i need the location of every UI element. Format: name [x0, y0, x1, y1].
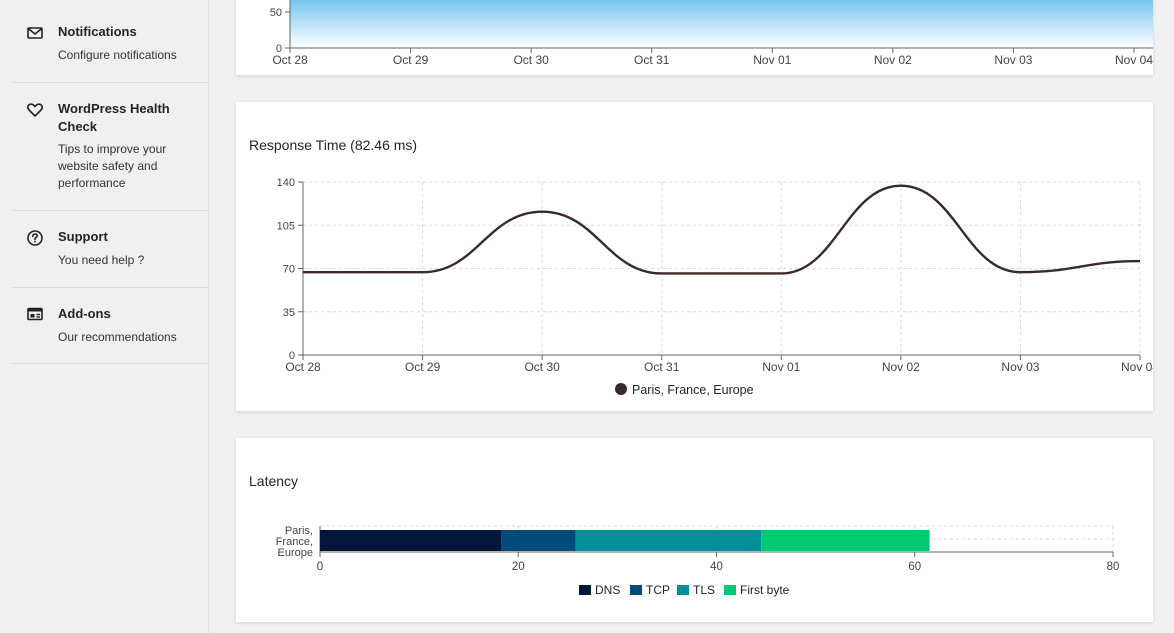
y-tick-label: 140 — [277, 177, 295, 189]
y-tick-label: 0 — [276, 43, 282, 55]
uptime-area-chart: 50 0 Oct 28 Oct 29 Oct 30 Oct 31 Nov 01 Nov 02… — [270, 0, 1153, 67]
sidebar-item-addons[interactable]: Add-ons Our recommendations — [12, 288, 209, 364]
legend-swatch-dns — [579, 585, 591, 595]
x-tick-label: Oct 30 — [513, 53, 549, 67]
x-tick-label: 0 — [317, 561, 323, 573]
legend-label-dns: DNS — [595, 583, 620, 597]
y-tick-label: 105 — [277, 220, 295, 232]
sidebar-item-desc: You need help ? — [58, 253, 145, 267]
y-category-label: Paris, France, Europe — [276, 525, 313, 559]
sidebar-item-title: Add-ons — [58, 306, 111, 321]
main-content: 50 0 Oct 28 Oct 29 Oct 30 Oct 31 Nov 01 Nov 02… — [209, 0, 1174, 633]
latency-bar-first-byte — [761, 530, 930, 551]
sidebar-item-health-check[interactable]: WordPress Health Check Tips to improve y… — [12, 83, 209, 211]
y-category-line: Paris, — [285, 525, 313, 537]
latency-bar-tls — [575, 530, 762, 551]
sidebar: Notifications Configure notifications Wo… — [0, 0, 209, 633]
y-tick-label: 70 — [283, 264, 295, 276]
x-tick-label: Oct 29 — [405, 360, 441, 374]
sidebar-item-desc: Configure notifications — [58, 48, 177, 62]
x-tick-label: Nov 02 — [882, 360, 920, 374]
sidebar-item-title: WordPress Health Check — [58, 101, 170, 134]
x-tick-label: Nov 03 — [994, 53, 1032, 67]
legend-swatch-paris — [615, 383, 627, 395]
legend-swatch-tls — [677, 585, 689, 595]
latency-title: Latency — [249, 473, 299, 489]
uptime-chart-card: 50 0 Oct 28 Oct 29 Oct 30 Oct 31 Nov 01 Nov 02… — [236, 0, 1153, 75]
sidebar-item-support[interactable]: Support You need help ? — [12, 211, 209, 288]
sidebar-item-title: Notifications — [58, 24, 137, 39]
envelope-icon — [26, 24, 44, 42]
legend-swatch-first-byte — [724, 585, 736, 595]
response-time-line — [302, 184, 1141, 275]
legend-swatch-tcp — [630, 585, 642, 595]
x-tick-label: 60 — [908, 561, 921, 573]
addons-icon — [26, 305, 44, 323]
area-fill — [290, 0, 1153, 48]
sidebar-item-title: Support — [58, 229, 108, 244]
x-tick-label: Nov 01 — [753, 53, 791, 67]
heart-icon — [26, 101, 44, 119]
legend-label-tcp: TCP — [646, 583, 670, 597]
y-category-line: France, — [276, 536, 313, 548]
response-time-title: Response Time (82.46 ms) — [249, 137, 418, 153]
x-tick-label: 40 — [710, 561, 723, 573]
x-tick-label: Nov 02 — [874, 53, 912, 67]
legend-label-first-byte: First byte — [740, 583, 790, 597]
x-tick-label: Nov 04 — [1115, 53, 1153, 67]
sidebar-item-notifications[interactable]: Notifications Configure notifications — [12, 0, 209, 83]
x-tick-label: Nov 01 — [762, 360, 800, 374]
x-tick-label: Oct 30 — [524, 360, 560, 374]
x-tick-label: Nov 03 — [1001, 360, 1039, 374]
y-category-line: Europe — [278, 547, 313, 559]
x-tick-label: Oct 28 — [272, 53, 308, 67]
latency-bar-tcp — [501, 530, 576, 551]
x-tick-label: Oct 31 — [644, 360, 680, 374]
chart-legend: Paris, France, Europe — [615, 383, 754, 397]
question-circle-icon — [26, 229, 44, 247]
x-tick-label: Oct 31 — [634, 53, 670, 67]
sidebar-item-desc: Our recommendations — [58, 330, 177, 344]
x-tick-label: Oct 29 — [393, 53, 429, 67]
legend-label-paris: Paris, France, Europe — [632, 383, 754, 397]
response-time-chart: 0 35 70 105 140 Oct 28 Oct 29 Oct 30 Oct 31 Nov … — [277, 177, 1153, 397]
latency-card: Latency Paris, France, Europe 0 20 40 60 80 … — [236, 438, 1153, 622]
legend-label-tls: TLS — [693, 583, 715, 597]
latency-chart: Paris, France, Europe 0 20 40 60 80 DNS TCP TL… — [276, 525, 1120, 597]
x-tick-label: 80 — [1107, 561, 1120, 573]
y-tick-label: 35 — [283, 307, 295, 319]
response-time-card: Response Time (82.46 ms) 0 35 70 105 140 Oct… — [236, 102, 1153, 411]
y-tick-label: 50 — [270, 7, 282, 19]
x-tick-label: 20 — [512, 561, 525, 573]
x-tick-label: Oct 28 — [285, 360, 321, 374]
sidebar-item-desc: Tips to improve your website safety and … — [58, 142, 167, 190]
y-tick-label: 0 — [289, 350, 295, 362]
latency-bar-dns — [320, 530, 502, 551]
x-tick-label: Nov 04 — [1121, 360, 1153, 374]
